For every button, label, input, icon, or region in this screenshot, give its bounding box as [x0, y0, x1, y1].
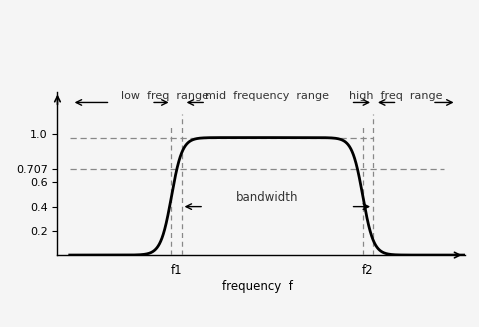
Text: high  freq  range: high freq range	[349, 91, 442, 101]
Text: f1: f1	[171, 264, 182, 277]
Text: bandwidth: bandwidth	[236, 191, 298, 204]
Text: f2: f2	[362, 264, 374, 277]
Text: low  freq  range: low freq range	[121, 91, 208, 101]
Text: frequency  f: frequency f	[222, 281, 292, 294]
Text: mid  frequency  range: mid frequency range	[205, 91, 329, 101]
